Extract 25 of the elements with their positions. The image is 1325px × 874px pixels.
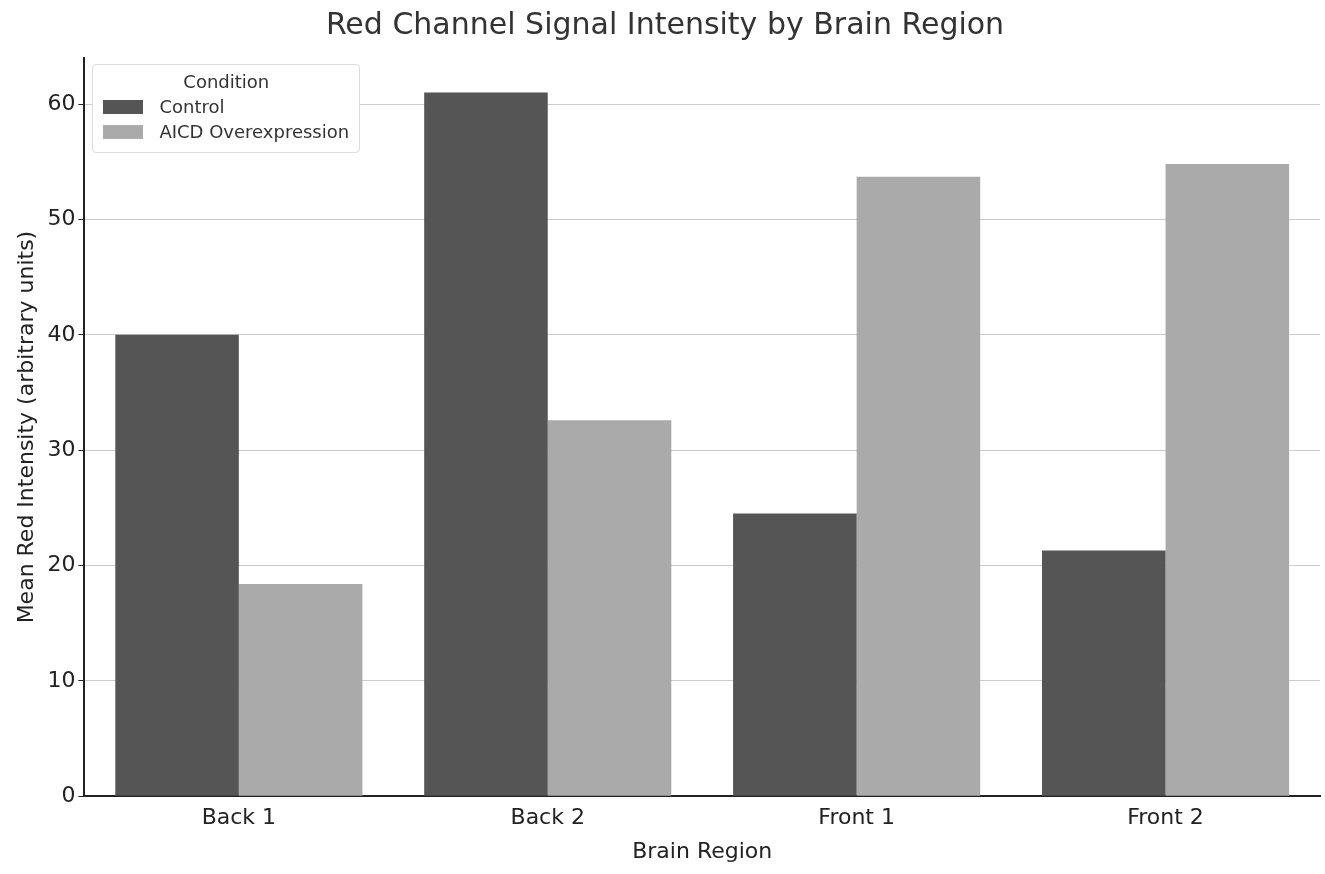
bar bbox=[1041, 550, 1166, 796]
bar bbox=[547, 420, 672, 796]
x-tick-label: Back 2 bbox=[510, 804, 585, 830]
y-tick-label: 60 bbox=[47, 89, 76, 115]
bar bbox=[424, 92, 548, 796]
bar bbox=[238, 583, 363, 796]
y-tick-label: 10 bbox=[47, 666, 76, 692]
chart-title: Red Channel Signal Intensity by Brain Region bbox=[325, 5, 1005, 41]
x-axis-title: Brain Region bbox=[632, 837, 773, 863]
y-tick-label: 50 bbox=[47, 205, 76, 231]
legend-label: Control bbox=[159, 96, 225, 117]
bar bbox=[115, 334, 239, 796]
x-tick-label: Back 1 bbox=[201, 804, 277, 830]
y-tick-label: 20 bbox=[47, 551, 76, 577]
y-tick-label: 30 bbox=[47, 435, 76, 461]
x-tick-label: Front 2 bbox=[1127, 804, 1204, 830]
legend-title: Condition bbox=[182, 71, 271, 92]
y-tick-label: 40 bbox=[47, 320, 76, 346]
x-tick-label: Front 1 bbox=[818, 804, 895, 830]
y-tick-label: 0 bbox=[61, 781, 76, 807]
bar bbox=[1165, 164, 1290, 796]
bar bbox=[856, 176, 981, 796]
legend-label: AICD Overexpression bbox=[159, 121, 350, 142]
bar bbox=[733, 513, 857, 796]
y-axis-title: Mean Red Intensity (arbitrary units) bbox=[12, 230, 38, 624]
